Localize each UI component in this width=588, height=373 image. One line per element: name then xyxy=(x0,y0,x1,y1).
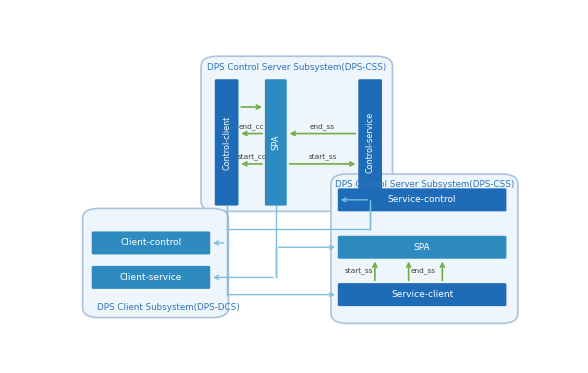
Text: Client-service: Client-service xyxy=(120,273,182,282)
Text: Control-client: Control-client xyxy=(222,115,231,170)
Text: DPS Client Subsystem(DPS-DCS): DPS Client Subsystem(DPS-DCS) xyxy=(97,303,240,312)
FancyBboxPatch shape xyxy=(82,209,228,318)
Text: DPS Control Server Subsystem(DPS-CSS): DPS Control Server Subsystem(DPS-CSS) xyxy=(335,180,514,189)
FancyBboxPatch shape xyxy=(92,266,211,289)
Text: end_ss: end_ss xyxy=(411,267,436,274)
Text: end_cc: end_cc xyxy=(239,123,265,130)
Text: start_ss: start_ss xyxy=(344,267,373,274)
FancyBboxPatch shape xyxy=(201,56,393,211)
FancyBboxPatch shape xyxy=(358,79,382,206)
FancyBboxPatch shape xyxy=(265,79,287,206)
Text: Control-service: Control-service xyxy=(366,112,375,173)
Text: Client-control: Client-control xyxy=(121,238,182,247)
Text: Service-control: Service-control xyxy=(388,195,456,204)
Text: end_ss: end_ss xyxy=(310,123,335,130)
Text: SPA: SPA xyxy=(414,243,430,252)
FancyBboxPatch shape xyxy=(215,79,239,206)
Text: SPA: SPA xyxy=(271,135,280,150)
FancyBboxPatch shape xyxy=(338,188,506,211)
Text: start_cc: start_cc xyxy=(237,154,266,160)
FancyBboxPatch shape xyxy=(338,236,506,259)
Text: DPS Control Server Subsystem(DPS-CSS): DPS Control Server Subsystem(DPS-CSS) xyxy=(207,63,386,72)
Text: Service-client: Service-client xyxy=(391,290,453,299)
FancyBboxPatch shape xyxy=(331,174,518,323)
FancyBboxPatch shape xyxy=(338,283,506,306)
FancyBboxPatch shape xyxy=(92,231,211,254)
Text: start_ss: start_ss xyxy=(308,154,337,160)
